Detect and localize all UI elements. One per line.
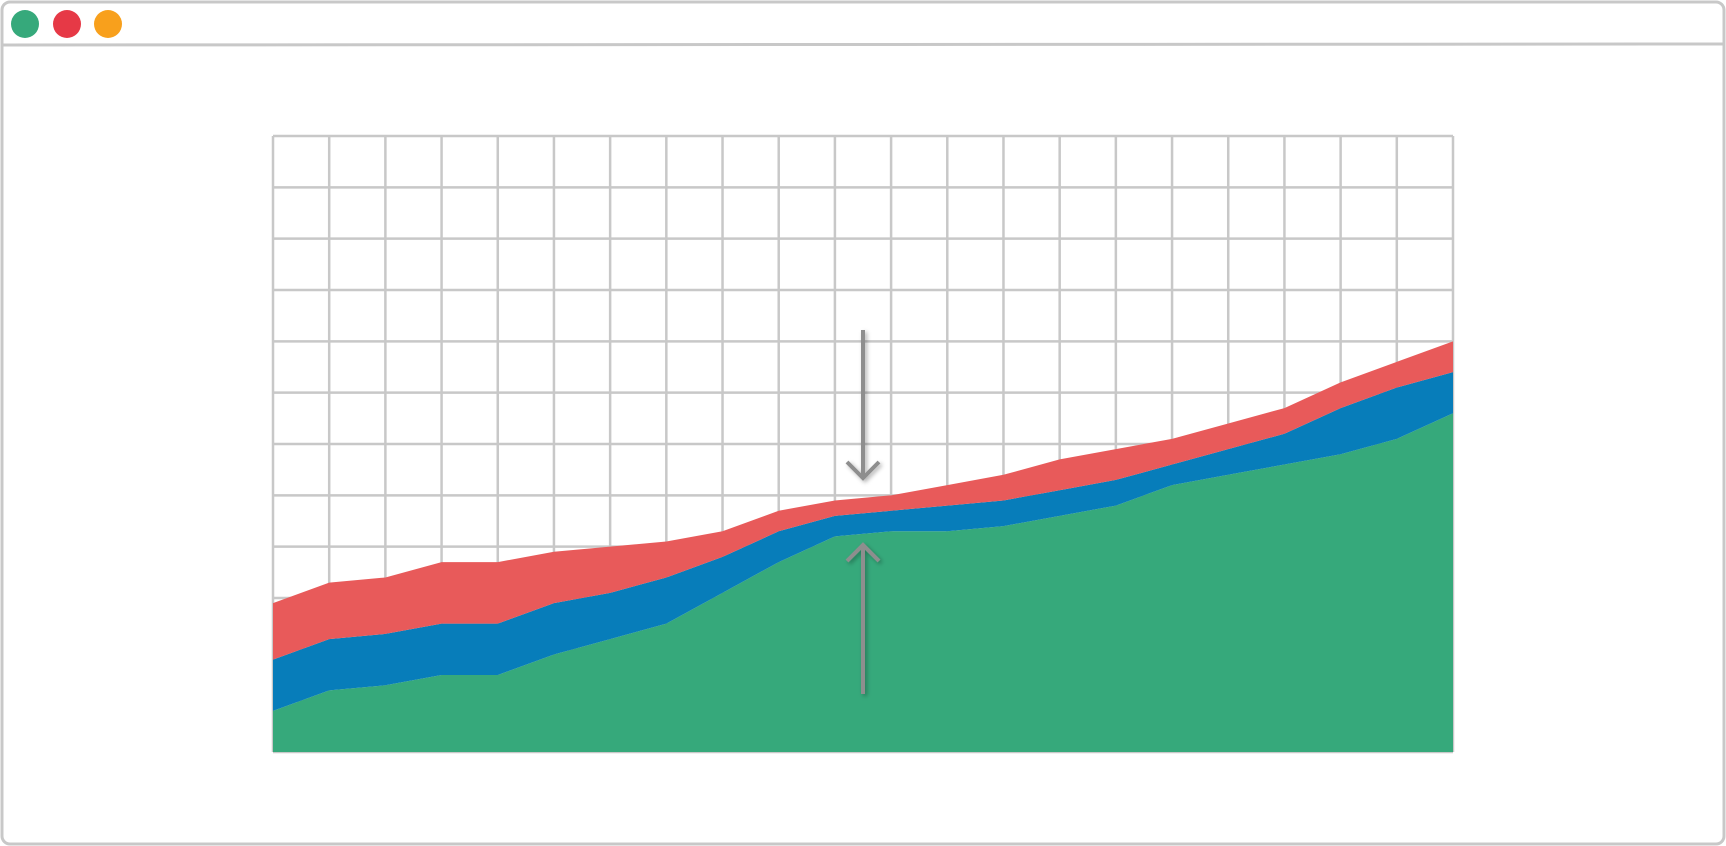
arrows — [845, 330, 881, 694]
area — [273, 372, 1453, 711]
window-button-red[interactable] — [53, 10, 81, 38]
title-bar-divider — [1, 42, 1725, 47]
window-button-green[interactable] — [11, 10, 39, 38]
window-button-orange[interactable] — [94, 10, 122, 38]
arrow-up — [845, 542, 881, 694]
arrow-down — [845, 330, 881, 481]
area — [273, 341, 1453, 660]
